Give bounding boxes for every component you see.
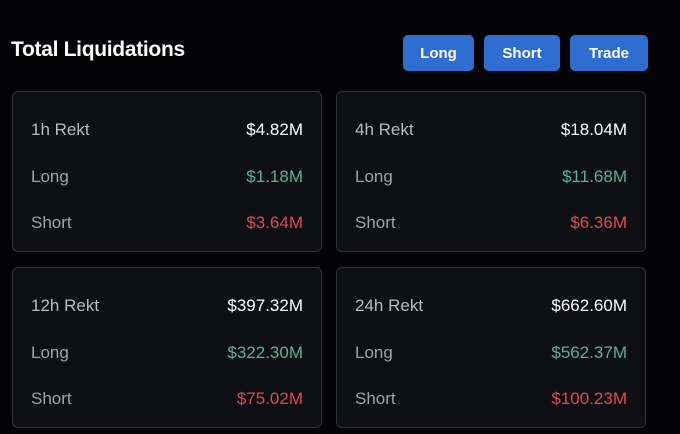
- card-1h: 1h Rekt $4.82M Long $1.18M Short $3.64M: [12, 91, 322, 252]
- long-row: Long $11.68M: [355, 165, 627, 189]
- long-label: Long: [31, 343, 69, 362]
- total-value: $662.60M: [551, 296, 627, 315]
- long-label: Long: [355, 167, 393, 186]
- card-24h: 24h Rekt $662.60M Long $562.37M Short $1…: [336, 267, 646, 428]
- period-label: 24h Rekt: [355, 296, 424, 315]
- short-value: $100.23M: [551, 389, 627, 408]
- long-row: Long $1.18M: [31, 165, 303, 189]
- short-label: Short: [31, 389, 72, 408]
- long-value: $11.68M: [562, 167, 627, 186]
- short-row: Short $100.23M: [355, 387, 627, 411]
- short-row: Short $3.64M: [31, 211, 303, 235]
- long-row: Long $562.37M: [355, 341, 627, 365]
- short-value: $3.64M: [246, 213, 303, 232]
- short-row: Short $75.02M: [31, 387, 303, 411]
- card-12h: 12h Rekt $397.32M Long $322.30M Short $7…: [12, 267, 322, 428]
- total-row: 1h Rekt $4.82M: [31, 118, 303, 142]
- short-button[interactable]: Short: [484, 35, 560, 71]
- total-row: 4h Rekt $18.04M: [355, 118, 627, 142]
- short-value: $75.02M: [236, 389, 303, 408]
- page-title: Total Liquidations: [11, 38, 185, 61]
- long-row: Long $322.30M: [31, 341, 303, 365]
- long-value: $322.30M: [227, 343, 303, 362]
- period-label: 12h Rekt: [31, 296, 100, 315]
- card-4h: 4h Rekt $18.04M Long $11.68M Short $6.36…: [336, 91, 646, 252]
- total-row: 12h Rekt $397.32M: [31, 294, 303, 318]
- period-label: 4h Rekt: [355, 120, 414, 139]
- long-button[interactable]: Long: [403, 35, 474, 71]
- long-value: $562.37M: [551, 343, 627, 362]
- trade-button[interactable]: Trade: [570, 35, 648, 71]
- short-row: Short $6.36M: [355, 211, 627, 235]
- total-row: 24h Rekt $662.60M: [355, 294, 627, 318]
- long-label: Long: [355, 343, 393, 362]
- total-value: $397.32M: [227, 296, 303, 315]
- long-value: $1.18M: [246, 167, 303, 186]
- short-value: $6.36M: [570, 213, 627, 232]
- total-value: $4.82M: [246, 120, 303, 139]
- period-label: 1h Rekt: [31, 120, 90, 139]
- short-label: Short: [355, 213, 396, 232]
- long-label: Long: [31, 167, 69, 186]
- total-value: $18.04M: [560, 120, 627, 139]
- short-label: Short: [355, 389, 396, 408]
- short-label: Short: [31, 213, 72, 232]
